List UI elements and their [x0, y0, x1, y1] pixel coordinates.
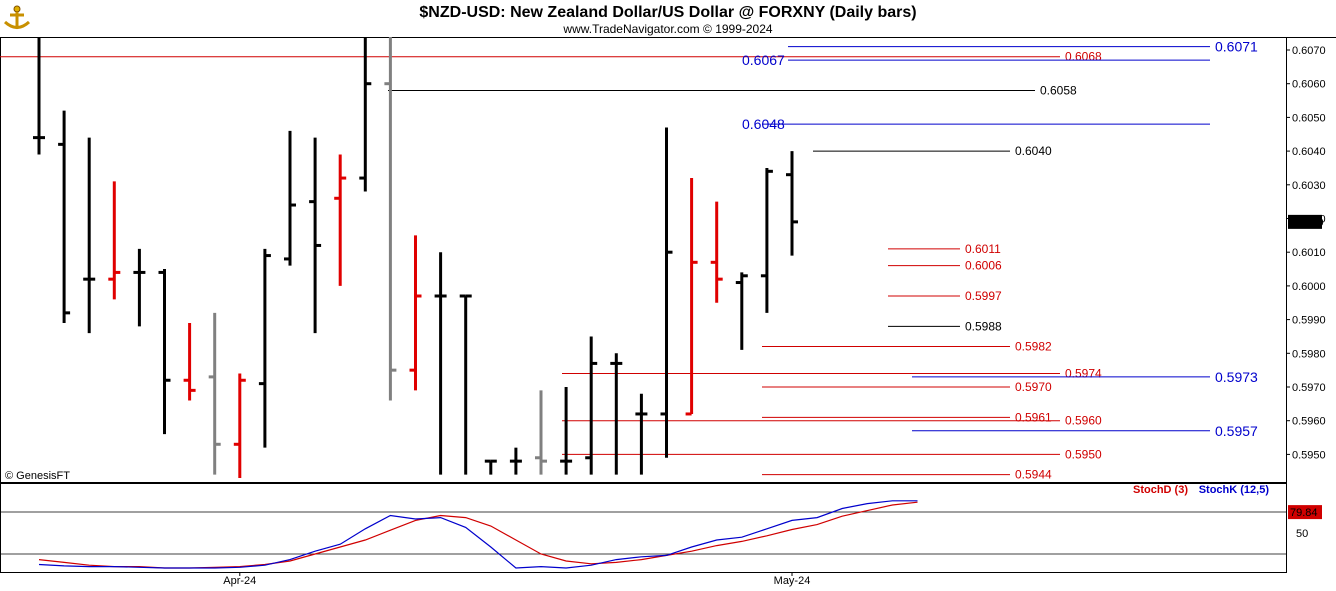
current-price-box	[1288, 214, 1322, 229]
level-label-0.6040: 0.6040	[1015, 144, 1052, 158]
stochastic-border	[0, 483, 1287, 573]
stoch-current-box	[1288, 505, 1322, 520]
level-label-0.6067: 0.6067	[742, 52, 785, 68]
y-tick-label: 0.6030	[1292, 180, 1326, 192]
stochk-legend: StochK (12,5)	[1199, 484, 1270, 496]
y-axis: 0.60700.60600.60500.60400.60300.60200.60…	[1286, 45, 1326, 461]
x-tick-label: Apr-24	[223, 575, 256, 587]
y-tick-label: 0.6070	[1292, 45, 1326, 57]
level-label-0.5950: 0.5950	[1065, 447, 1102, 461]
level-label-0.5982: 0.5982	[1015, 340, 1052, 354]
chart-subtitle: www.TradeNavigator.com © 1999-2024	[562, 22, 772, 36]
level-label-0.5970: 0.5970	[1015, 380, 1052, 394]
stoch-current-label: 79.84	[1290, 507, 1318, 519]
x-tick-label: May-24	[774, 575, 811, 587]
y-tick-label: 0.6060	[1292, 79, 1326, 91]
level-label-0.6011: 0.6011	[965, 242, 1001, 256]
level-label-0.6058: 0.6058	[1040, 83, 1077, 97]
level-label-0.5957: 0.5957	[1215, 423, 1258, 439]
anchor-logo-icon	[3, 5, 31, 29]
stoch-tick-label: 50	[1296, 528, 1308, 540]
y-tick-label: 0.5970	[1292, 382, 1326, 394]
stochk-line	[38, 500, 918, 569]
current-price-label: 0.6019	[1290, 217, 1324, 229]
level-label-0.5988: 0.5988	[965, 319, 1002, 333]
chart-title: $NZD-USD: New Zealand Dollar/US Dollar @…	[419, 4, 916, 21]
y-tick-label: 0.6040	[1292, 146, 1326, 158]
y-tick-label: 0.6000	[1292, 281, 1326, 293]
price-panel	[0, 37, 1336, 483]
bars-layer	[33, 37, 798, 478]
level-label-0.6048: 0.6048	[742, 116, 785, 132]
level-label-0.5944: 0.5944	[1015, 468, 1052, 482]
level-label-0.6006: 0.6006	[965, 259, 1002, 273]
levels-layer: 0.6071 0.6068 0.6067 0.6058 0.6048 0.6040 0.60…	[0, 39, 1258, 482]
y-tick-label: 0.6010	[1292, 247, 1326, 259]
level-label-0.5961: 0.5961	[1015, 410, 1052, 424]
level-label-0.5974: 0.5974	[1065, 367, 1102, 381]
stochastic-panel: 79.84 50	[0, 483, 1322, 573]
level-label-0.5973: 0.5973	[1215, 369, 1258, 385]
watermark: © GenesisFT	[5, 470, 70, 482]
y-tick-label: 0.5990	[1292, 315, 1326, 327]
y-tick-label: 0.5980	[1292, 348, 1326, 360]
y-tick-label: 0.5950	[1292, 449, 1326, 461]
y-tick-label: 0.6050	[1292, 112, 1326, 124]
stochd-legend: StochD (3)	[1133, 484, 1188, 496]
logo	[3, 5, 31, 29]
level-label-0.5960: 0.5960	[1065, 414, 1102, 428]
level-label-0.6071: 0.6071	[1215, 39, 1258, 55]
y-tick-label: 0.5960	[1292, 416, 1326, 428]
level-label-0.5997: 0.5997	[965, 289, 1002, 303]
x-axis: Apr-24 May-24	[223, 572, 810, 587]
level-label-0.6068: 0.6068	[1065, 50, 1102, 64]
